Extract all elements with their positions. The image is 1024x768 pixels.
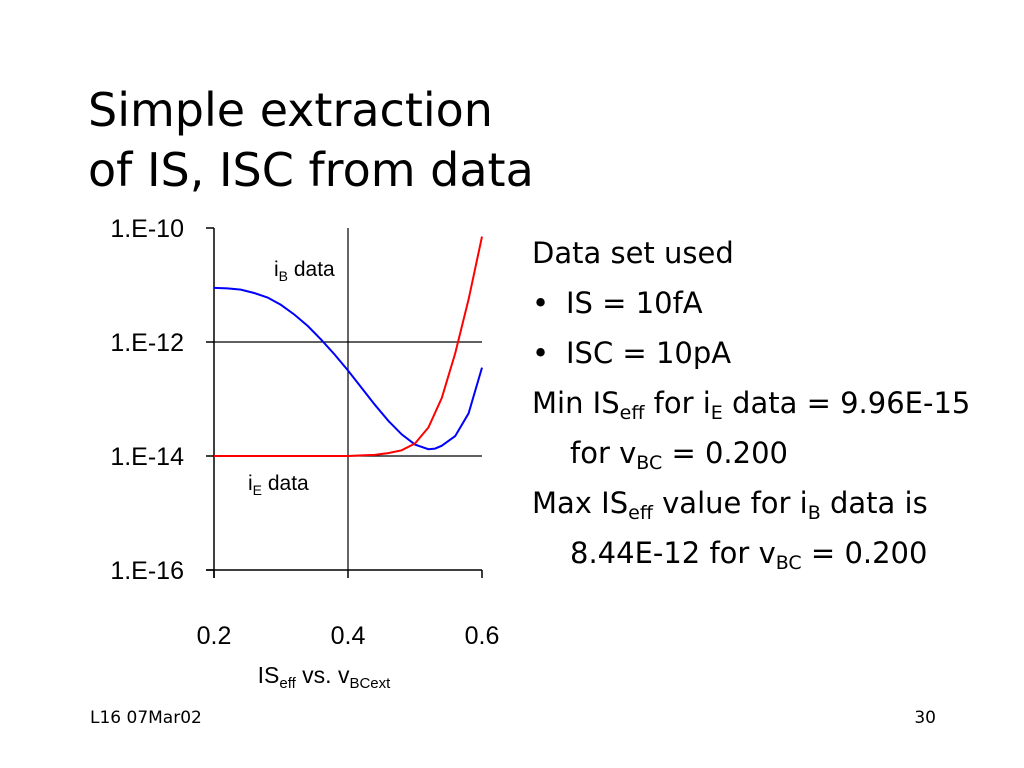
min-iseff-note: Min ISeff for iE data = 9.96E-15 for vBC… bbox=[532, 378, 992, 478]
y-tick-label: 1.E-16 bbox=[110, 557, 184, 585]
max-text-4: = 0.200 bbox=[801, 536, 928, 570]
min-text-1: Min IS bbox=[532, 386, 620, 420]
slide-number: 30 bbox=[914, 708, 936, 728]
series-line-ib bbox=[213, 286, 483, 451]
bullet-dot: • bbox=[532, 336, 550, 370]
x-tick-label: 0.4 bbox=[331, 622, 366, 650]
title-line-2: of IS, ISC from data bbox=[88, 143, 534, 197]
min-sub-2: E bbox=[710, 402, 723, 424]
title-line-1: Simple extraction bbox=[88, 83, 493, 137]
min-text-4: = 0.200 bbox=[662, 436, 788, 470]
chart-series bbox=[213, 236, 483, 457]
min-sub-1: eff bbox=[619, 402, 645, 424]
max-sub-1: eff bbox=[628, 502, 653, 524]
x-tick-label: 0.6 bbox=[465, 622, 500, 650]
chart-labels: 1.E-10 1.E-12 1.E-14 1.E-16 0.2 0.4 0.6 iB data… bbox=[110, 215, 499, 692]
notes-panel: Data set used • IS = 10fA • ISC = 10pA Min… bbox=[532, 228, 992, 578]
bullet-dot: • bbox=[532, 286, 550, 320]
max-text-2: value for i bbox=[652, 486, 808, 520]
chart-axes bbox=[206, 227, 483, 578]
min-text-2: for i bbox=[644, 386, 711, 420]
series-label-ib: iB data bbox=[274, 258, 335, 284]
series-label-ie: iE data bbox=[248, 472, 309, 498]
max-text-3: data is 8.44E-12 for v bbox=[570, 486, 928, 570]
min-text-3: data = 9.96E-15 for v bbox=[570, 386, 971, 470]
max-sub-3: BC bbox=[775, 552, 802, 574]
bullet-is: • IS = 10fA bbox=[532, 278, 992, 328]
x-tick-label: 0.2 bbox=[197, 622, 232, 650]
y-tick-label: 1.E-14 bbox=[110, 443, 184, 471]
bullet-is-text: IS = 10fA bbox=[566, 286, 703, 320]
y-tick-label: 1.E-12 bbox=[110, 329, 184, 357]
max-text-1: Max IS bbox=[532, 486, 629, 520]
bullet-isc: • ISC = 10pA bbox=[532, 328, 992, 378]
min-sub-3: BC bbox=[636, 452, 663, 474]
series-line-ie bbox=[214, 236, 483, 457]
max-iseff-note: Max ISeff value for iB data is 8.44E-12 … bbox=[532, 478, 992, 578]
bullet-isc-text: ISC = 10pA bbox=[566, 336, 732, 370]
slide-title: Simple extraction of IS, ISC from data bbox=[88, 80, 534, 200]
y-tick-label: 1.E-10 bbox=[110, 215, 184, 243]
notes-heading: Data set used bbox=[532, 236, 734, 270]
footer-date: L16 07Mar02 bbox=[90, 708, 202, 728]
x-axis-label: ISeff vs. vBCext bbox=[258, 662, 391, 692]
max-sub-2: B bbox=[807, 502, 821, 524]
